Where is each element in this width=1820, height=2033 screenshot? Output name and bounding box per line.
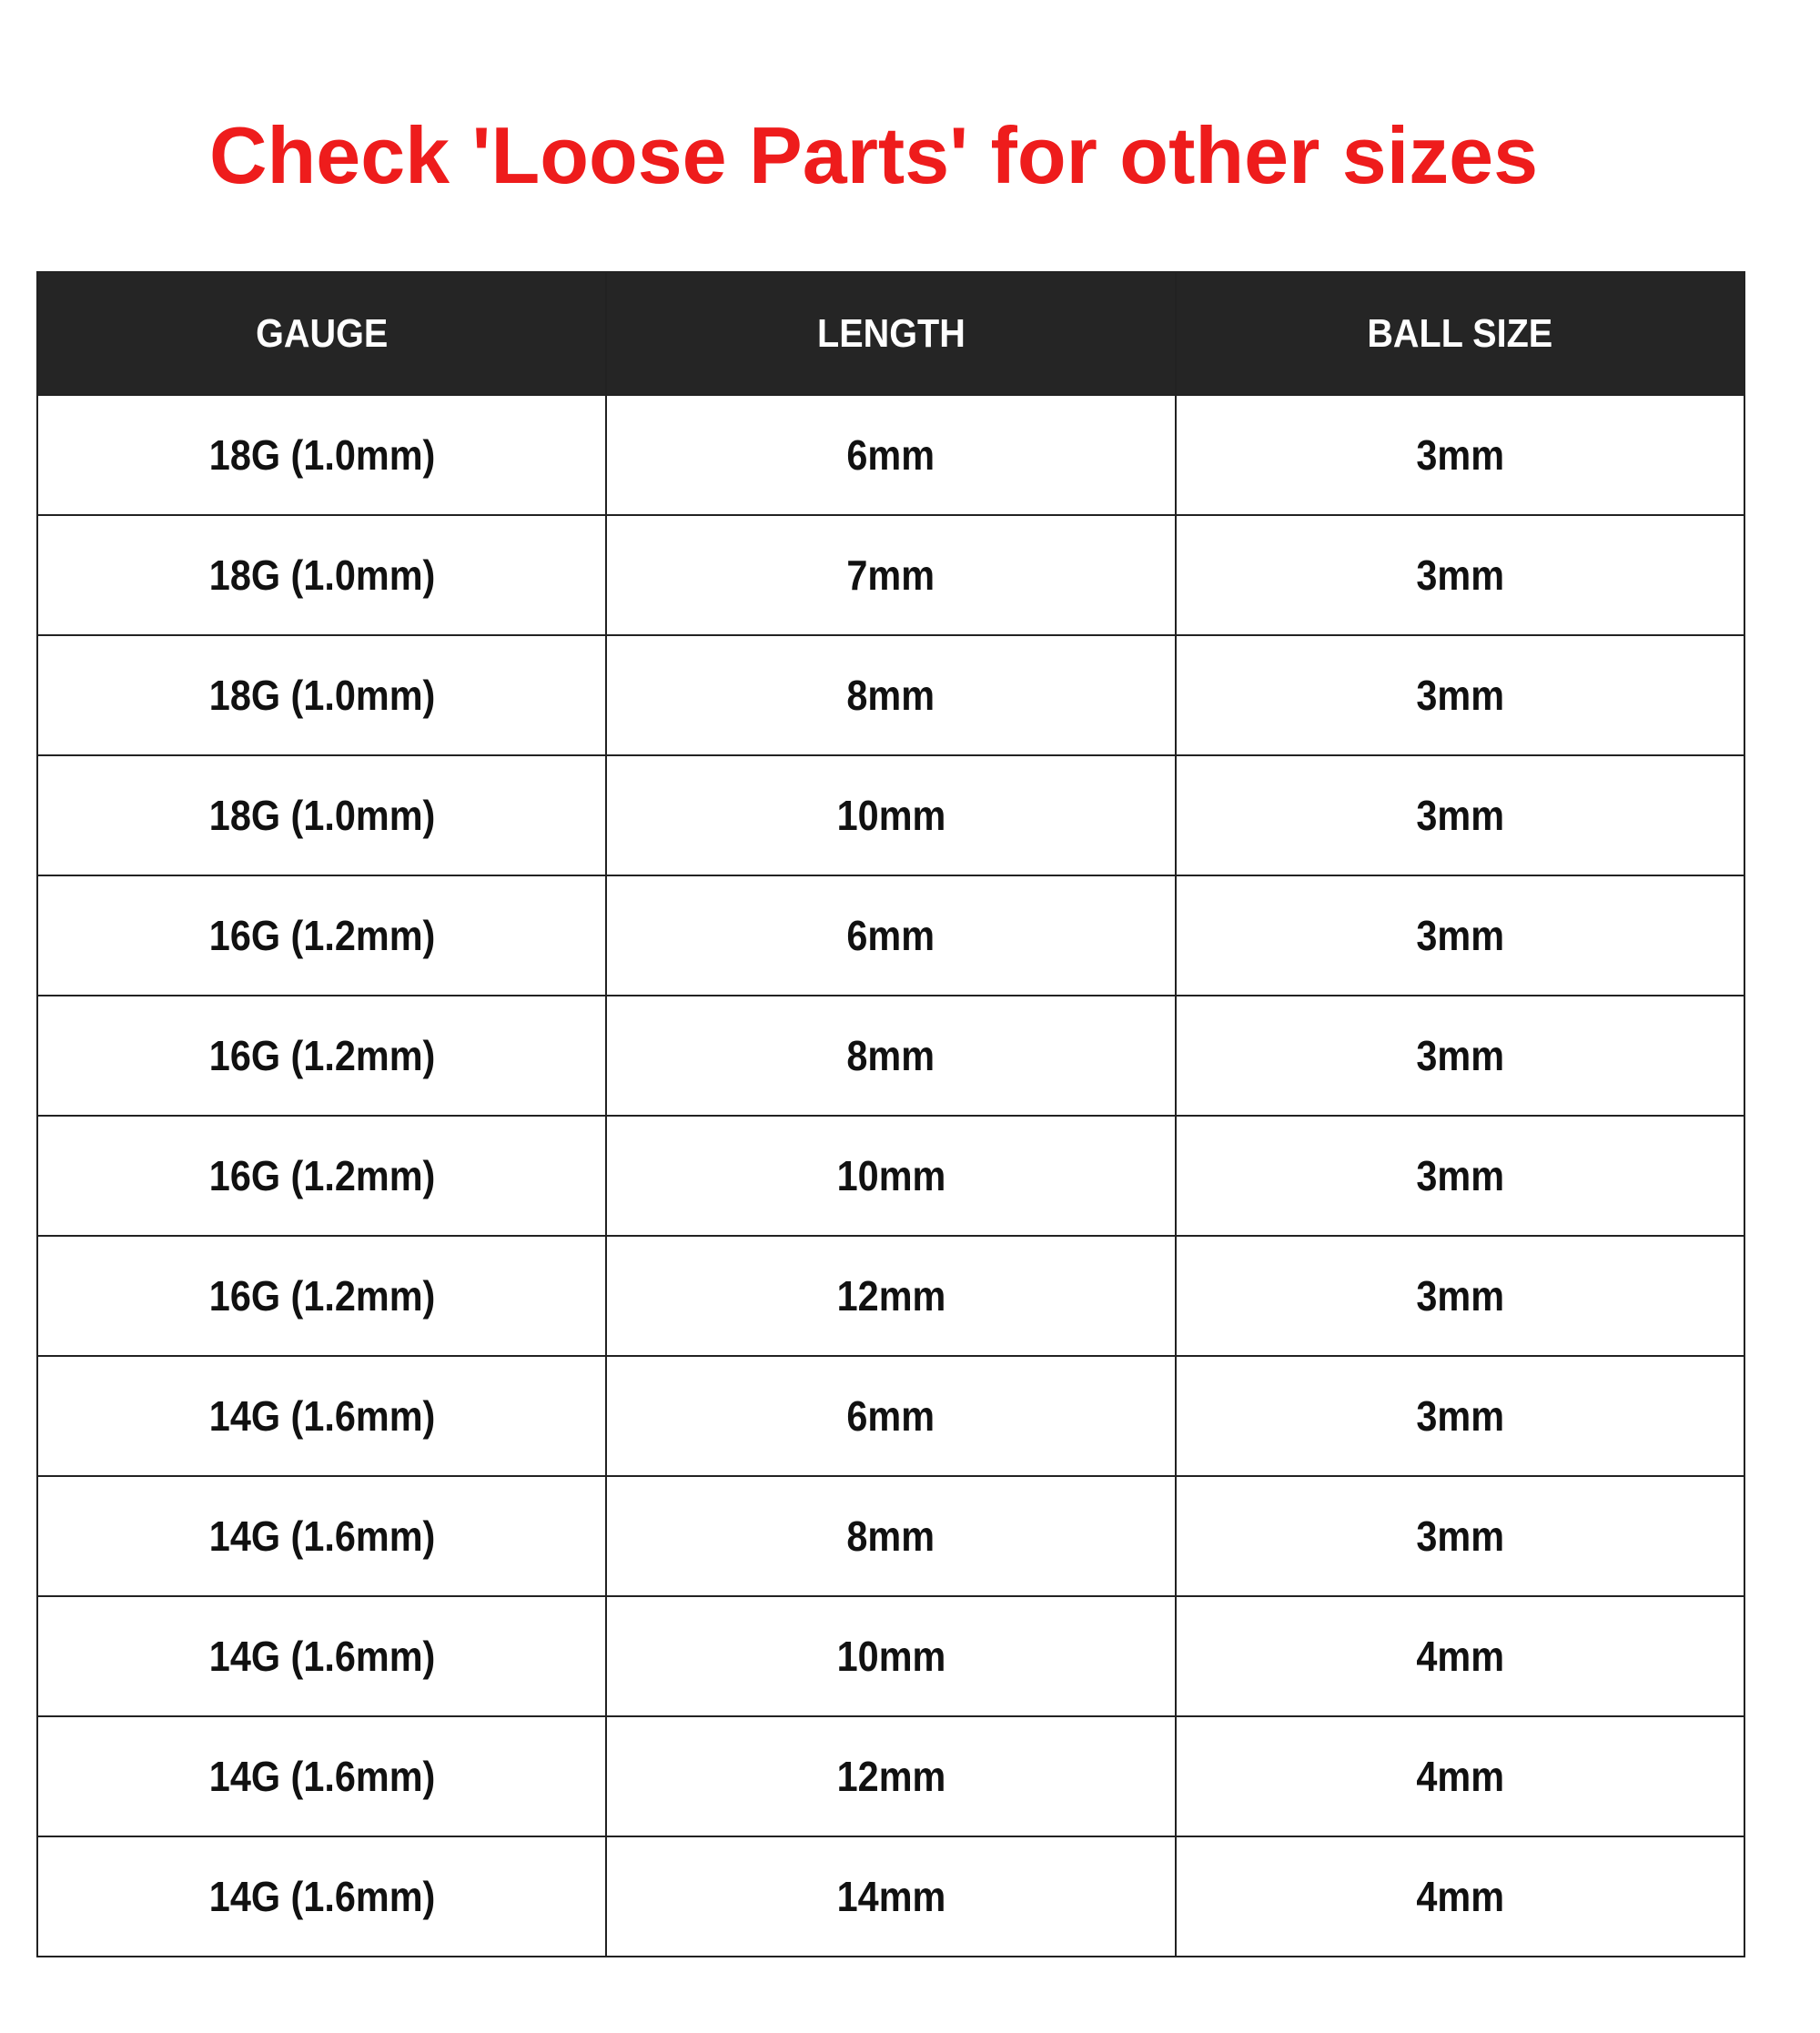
cell-length: 10mm [605,1115,1177,1237]
cell-ball-size: 3mm [1174,875,1746,996]
size-table: GAUGE LENGTH BALL SIZE 18G (1.0mm) 6mm 3mm… [35,271,1746,1957]
cell-ball-size: 3mm [1174,995,1746,1117]
cell-ball-size: 3mm [1174,1115,1746,1237]
page-title: Check 'Loose Parts' for other sizes [208,110,1539,200]
cell-gauge: 18G (1.0mm) [35,634,608,756]
cell-gauge: 16G (1.2mm) [35,1235,608,1357]
table-row: 14G (1.6mm) 8mm 3mm [35,1475,1746,1597]
cell-ball-size: 3mm [1174,1235,1746,1357]
cell-gauge: 16G (1.2mm) [35,875,608,996]
table-row: 18G (1.0mm) 8mm 3mm [35,634,1746,756]
cell-ball-size: 3mm [1174,634,1746,756]
table-row: 16G (1.2mm) 8mm 3mm [35,995,1746,1117]
cell-ball-size: 4mm [1174,1595,1746,1717]
cell-gauge: 16G (1.2mm) [35,995,608,1117]
cell-length: 8mm [605,1475,1177,1597]
cell-gauge: 14G (1.6mm) [35,1715,608,1837]
table-row: 14G (1.6mm) 6mm 3mm [35,1355,1746,1477]
cell-length: 6mm [605,1355,1177,1477]
cell-length: 10mm [605,754,1177,876]
table-row: 18G (1.0mm) 7mm 3mm [35,514,1746,636]
cell-length: 12mm [605,1235,1177,1357]
cell-length: 14mm [605,1836,1177,1957]
cell-length: 6mm [605,394,1177,516]
cell-gauge: 18G (1.0mm) [35,754,608,876]
cell-ball-size: 4mm [1174,1715,1746,1837]
table-row: 16G (1.2mm) 10mm 3mm [35,1115,1746,1237]
cell-ball-size: 3mm [1174,514,1746,636]
cell-length: 7mm [605,514,1177,636]
table-row: 18G (1.0mm) 6mm 3mm [35,394,1746,516]
cell-gauge: 14G (1.6mm) [35,1475,608,1597]
cell-length: 12mm [605,1715,1177,1837]
cell-length: 10mm [605,1595,1177,1717]
table-row: 16G (1.2mm) 6mm 3mm [35,875,1746,996]
table-row: 14G (1.6mm) 14mm 4mm [35,1836,1746,1957]
cell-gauge: 14G (1.6mm) [35,1355,608,1477]
cell-gauge: 18G (1.0mm) [35,394,608,516]
table-row: 18G (1.0mm) 10mm 3mm [35,754,1746,876]
cell-gauge: 16G (1.2mm) [35,1115,608,1237]
table-row: 14G (1.6mm) 12mm 4mm [35,1715,1746,1837]
table-row: 16G (1.2mm) 12mm 3mm [35,1235,1746,1357]
cell-gauge: 14G (1.6mm) [35,1836,608,1957]
cell-ball-size: 4mm [1174,1836,1746,1957]
cell-ball-size: 3mm [1174,394,1746,516]
header-gauge: GAUGE [35,271,608,396]
cell-ball-size: 3mm [1174,1355,1746,1477]
cell-ball-size: 3mm [1174,754,1746,876]
cell-length: 8mm [605,995,1177,1117]
cell-length: 6mm [605,875,1177,996]
cell-gauge: 14G (1.6mm) [35,1595,608,1717]
cell-ball-size: 3mm [1174,1475,1746,1597]
table-header-row: GAUGE LENGTH BALL SIZE [35,271,1746,396]
cell-gauge: 18G (1.0mm) [35,514,608,636]
cell-length: 8mm [605,634,1177,756]
header-ball-size: BALL SIZE [1174,271,1746,396]
table-row: 14G (1.6mm) 10mm 4mm [35,1595,1746,1717]
header-length: LENGTH [605,271,1177,396]
